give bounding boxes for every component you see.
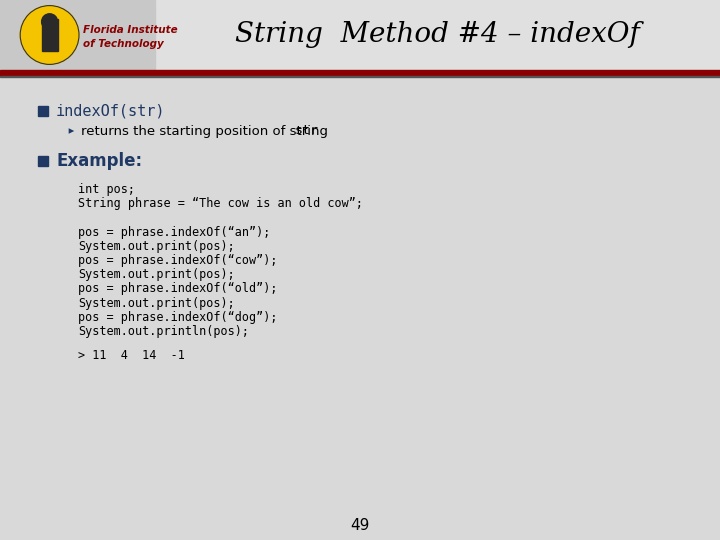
Text: > 11  4  14  -1: > 11 4 14 -1	[78, 349, 185, 362]
Text: pos = phrase.indexOf(“cow”);: pos = phrase.indexOf(“cow”);	[78, 254, 277, 267]
Bar	[38, 106, 48, 116]
Text: indexOf(str): indexOf(str)	[56, 104, 166, 118]
Bar	[0, 70, 720, 76]
Text: pos = phrase.indexOf(“old”);: pos = phrase.indexOf(“old”);	[78, 282, 277, 295]
Text: Example:: Example:	[56, 152, 142, 170]
Text: System.out.println(pos);: System.out.println(pos);	[78, 325, 249, 338]
Text: Florida Institute: Florida Institute	[83, 25, 178, 35]
Bar	[0, 0, 155, 70]
Text: str: str	[295, 125, 319, 138]
Text: String  Method #4 – indexOf: String Method #4 – indexOf	[235, 22, 640, 49]
Text: System.out.print(pos);: System.out.print(pos);	[78, 268, 235, 281]
Text: pos = phrase.indexOf(“dog”);: pos = phrase.indexOf(“dog”);	[78, 311, 277, 324]
Text: String phrase = “The cow is an old cow”;: String phrase = “The cow is an old cow”;	[78, 197, 363, 210]
Text: System.out.print(pos);: System.out.print(pos);	[78, 240, 235, 253]
Text: returns the starting position of string: returns the starting position of string	[81, 125, 332, 138]
Text: int pos;: int pos;	[78, 183, 135, 196]
Text: 49: 49	[351, 518, 369, 534]
Text: pos = phrase.indexOf(“an”);: pos = phrase.indexOf(“an”);	[78, 226, 271, 239]
Bar	[0, 0, 720, 70]
Bar	[42, 19, 58, 51]
Bar	[38, 156, 48, 166]
Text: of Technology: of Technology	[83, 39, 163, 49]
Text: System.out.print(pos);: System.out.print(pos);	[78, 296, 235, 309]
Circle shape	[42, 14, 58, 30]
Circle shape	[20, 5, 79, 64]
Bar	[0, 76, 720, 77]
